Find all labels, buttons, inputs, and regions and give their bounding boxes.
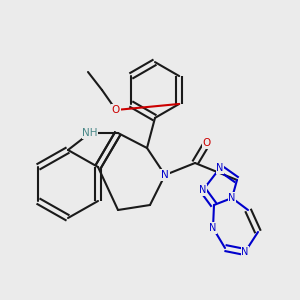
Text: O: O: [203, 138, 211, 148]
Text: N: N: [161, 170, 169, 180]
Text: N: N: [199, 185, 207, 195]
Text: O: O: [112, 105, 120, 115]
Text: N: N: [209, 223, 217, 233]
Text: N: N: [241, 247, 249, 257]
Text: N: N: [216, 163, 224, 173]
Text: N: N: [228, 193, 236, 203]
Text: NH: NH: [82, 128, 98, 138]
